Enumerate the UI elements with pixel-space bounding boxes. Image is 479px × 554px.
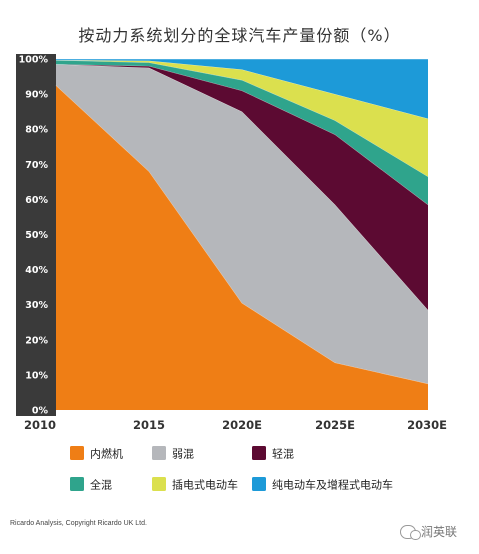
area-layer [55,58,429,410]
y-tick-label: 90% [25,90,48,101]
wechat-icon [399,524,421,540]
y-tick-label: 40% [25,265,48,276]
area-series-4 [56,60,428,205]
copyright-text: Ricardo Analysis, Copyright Ricardo UK L… [10,520,147,527]
y-tick-label: 70% [25,160,48,171]
area-series-1 [56,85,428,410]
area-series-6 [56,59,428,119]
legend-label: 插电式电动车 [172,478,238,492]
chart-title: 按动力系统划分的全球汽车产量份额（%） [78,26,401,45]
y-tick-labels: 0% 10% 20% 30% 40% 50% 60% 70% 80% 90% 100% [19,55,49,417]
x-tick-labels: 2010 2015 2020E 2025E 2030E [24,418,447,432]
watermark-text: 润英联 [420,525,457,539]
area-series-2 [56,64,428,384]
y-tick-label: 60% [25,195,48,206]
watermark: 润英联 [399,523,457,540]
y-tick-label: 10% [25,370,48,381]
x-tick-label: 2015 [133,418,165,432]
legend-swatch [70,446,84,460]
y-tick-label: 80% [25,125,48,136]
y-tick-label: 0% [32,406,49,417]
legend-swatch [252,446,266,460]
area-series-3 [56,64,428,310]
legend-label: 轻混 [272,447,294,461]
legend-swatch [152,446,166,460]
y-tick-label: 50% [25,230,48,241]
legend-swatch [152,477,166,491]
legend-label: 全混 [90,478,112,492]
y-tick-label: 100% [19,55,49,66]
area-series-5 [56,60,428,177]
y-tick-label: 20% [25,335,48,346]
x-tick-label: 2025E [315,418,355,432]
legend-label: 内燃机 [90,447,123,461]
x-tick-label: 2010 [24,418,56,432]
y-tick-label: 30% [25,300,48,311]
x-tick-label: 2020E [222,418,262,432]
legend-label: 纯电动车及增程式电动车 [272,478,393,492]
y-axis-band [16,54,56,416]
legend-swatch [70,477,84,491]
x-tick-label: 2030E [407,418,447,432]
legend-label: 弱混 [172,448,194,461]
legend-swatch [252,477,266,491]
